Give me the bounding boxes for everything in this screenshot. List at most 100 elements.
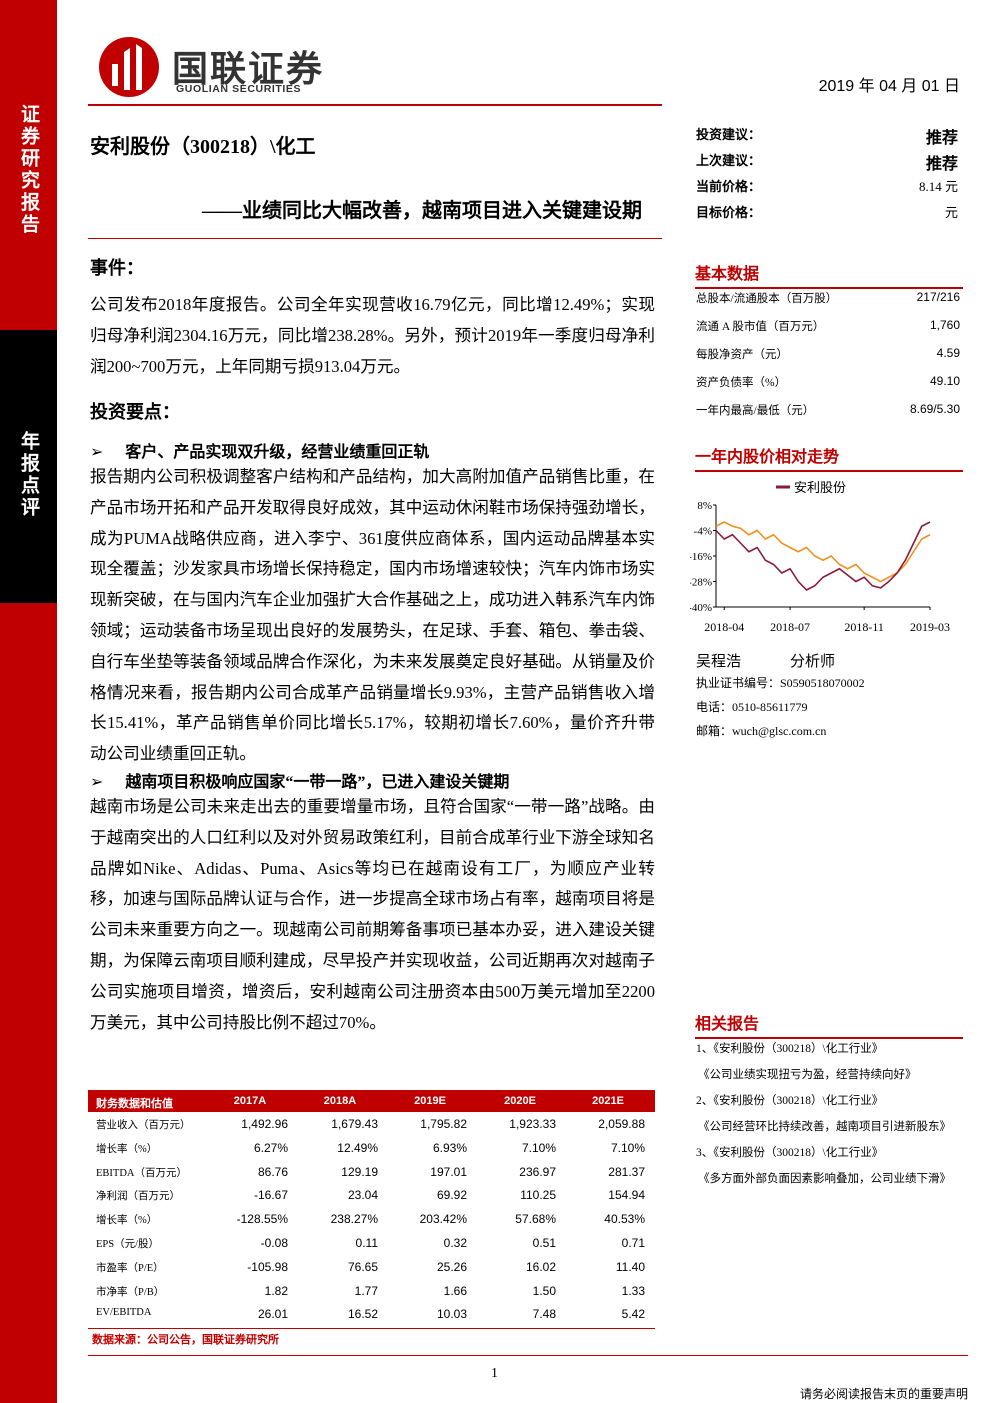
table-cell: 1,492.96 bbox=[241, 1117, 288, 1131]
header-rule bbox=[88, 104, 662, 106]
table-cell: 238.27% bbox=[330, 1212, 378, 1227]
table-rule bbox=[88, 1328, 655, 1329]
series-line bbox=[715, 521, 931, 591]
x-tick-label: 2018-11 bbox=[844, 620, 884, 634]
x-tick-label: 2018-07 bbox=[770, 620, 810, 634]
rating-value: 元 bbox=[944, 205, 958, 220]
disclaimer: 请务必阅读报告末页的重要声明 bbox=[799, 1387, 968, 1401]
basic-label: 总股本/流通股本（百万股） bbox=[696, 293, 838, 305]
source: 数据来源：公司公告，国联证券研究所 bbox=[92, 1334, 279, 1346]
basic-label: 一年内最高/最低（元） bbox=[696, 405, 815, 417]
related-item: 《多方面外部负面因素影响叠加，公司业绩下滑》 bbox=[698, 1173, 951, 1185]
table-cell: 40.53% bbox=[604, 1212, 645, 1227]
page-number: 1 bbox=[491, 1366, 498, 1381]
sidebar bbox=[0, 0, 57, 1403]
point-heading: 越南项目积极响应国家“一带一路”，已进入建设关键期 bbox=[90, 768, 509, 792]
basic-value: 4.59 bbox=[936, 346, 960, 360]
y-tick-label: 8% bbox=[697, 500, 712, 512]
table-cell: 86.76 bbox=[257, 1164, 288, 1179]
table-cell: 281.37 bbox=[608, 1164, 645, 1179]
table-cell: 增长率（%） bbox=[96, 1143, 158, 1155]
table-header: 2017A bbox=[233, 1095, 267, 1107]
rating-value: 8.14 元 bbox=[918, 179, 958, 194]
basic-label: 流通 A 股市值（百万元） bbox=[696, 321, 825, 333]
y-tick-label: -28% bbox=[690, 577, 712, 589]
rating-value: 推荐 bbox=[925, 130, 958, 147]
date: 2019 年 04 月 01 日 bbox=[818, 78, 960, 95]
table-cell: 25.26 bbox=[436, 1259, 467, 1274]
event-text: 公司发布2018年度报告。公司全年实现营收16.79亿元，同比增12.49%；实… bbox=[90, 295, 655, 376]
basic-label: 资产负债率（%） bbox=[696, 377, 787, 389]
logo-text: 国联证券 bbox=[172, 49, 325, 90]
table-header-bg bbox=[88, 1090, 655, 1112]
analyst-email: 邮箱：wuch@glsc.com.cn bbox=[696, 724, 827, 738]
related-item: 1、《安利股份（300218）\化工行业》 bbox=[696, 1043, 884, 1055]
table-cell: 6.93% bbox=[432, 1140, 467, 1155]
table-cell: EV/EBITDA bbox=[96, 1307, 152, 1319]
rating-value: 推荐 bbox=[925, 156, 958, 173]
rating-label: 当前价格： bbox=[696, 179, 762, 194]
table-cell: 6.27% bbox=[253, 1140, 288, 1155]
related-item: 《公司业绩实现扭亏为盈，经营持续向好》 bbox=[698, 1069, 917, 1081]
rating-label: 目标价格： bbox=[696, 205, 762, 220]
analyst-role: 分析师 bbox=[790, 654, 836, 670]
logo-en: GUOLIAN SECURITIES bbox=[176, 83, 302, 95]
sidebar-middle: 年报点评 bbox=[18, 431, 39, 519]
table-cell: -105.98 bbox=[247, 1259, 288, 1274]
table-cell: 0.32 bbox=[443, 1236, 467, 1250]
related-item: 《公司经营环比持续改善，越南项目引进新股东》 bbox=[698, 1121, 951, 1133]
footer-rule bbox=[88, 1355, 968, 1356]
table-cell: 0.51 bbox=[532, 1236, 556, 1250]
sidebar-band bbox=[0, 330, 57, 603]
table-cell: 市净率（P/B） bbox=[96, 1286, 165, 1298]
rating-label: 投资建议： bbox=[696, 127, 762, 142]
table-cell: 5.42 bbox=[621, 1307, 645, 1322]
subtitle: ——业绩同比大幅改善，越南项目进入关键建设期 bbox=[202, 200, 642, 222]
rating-label: 上次建议： bbox=[696, 153, 762, 168]
table-header: 2020E bbox=[504, 1095, 536, 1107]
related-heading: 相关报告 bbox=[695, 1010, 963, 1039]
table-cell: 236.97 bbox=[519, 1164, 556, 1179]
related-item: 3、《安利股份（300218）\化工行业》 bbox=[696, 1147, 884, 1159]
title: 安利股份（300218）\化工 bbox=[90, 136, 316, 158]
basic-data-heading: 基本数据 bbox=[695, 260, 963, 289]
table-cell: 16.02 bbox=[525, 1259, 556, 1274]
table-cell: EPS（元/股） bbox=[96, 1239, 160, 1250]
table-cell: 市盈率（P/E） bbox=[96, 1262, 164, 1274]
table-cell: 1,795.82 bbox=[420, 1117, 467, 1131]
table-cell: 12.49% bbox=[337, 1140, 378, 1155]
chart: 8% -4% -16% -28% -40% 2018-04 2018-07 2018-11 20… bbox=[690, 480, 950, 634]
y-tick-label: -40% bbox=[690, 602, 712, 614]
analyst-phone: 电话：0510-85611779 bbox=[696, 700, 808, 714]
table-cell: 203.42% bbox=[419, 1212, 467, 1227]
table-cell: 23.04 bbox=[347, 1188, 378, 1203]
table-cell: 110.25 bbox=[520, 1188, 556, 1203]
basic-value: 1,760 bbox=[929, 318, 960, 332]
table-cell: -16.67 bbox=[253, 1188, 288, 1203]
event-heading: 事件： bbox=[90, 258, 144, 278]
y-tick-label: -4% bbox=[694, 526, 712, 538]
analyst-name: 吴程浩 bbox=[696, 654, 742, 670]
table-cell: 7.10% bbox=[610, 1140, 645, 1155]
table-cell: 16.52 bbox=[347, 1307, 378, 1322]
table-cell: 154.94 bbox=[608, 1188, 645, 1203]
point-heading: 客户、产品实现双升级，经营业绩重回正轨 bbox=[90, 438, 429, 462]
basic-value: 217/216 bbox=[916, 290, 960, 304]
table-cell: 2,059.88 bbox=[598, 1117, 645, 1131]
table-cell: 1.33 bbox=[621, 1283, 645, 1298]
table-cell: -128.55% bbox=[236, 1212, 288, 1227]
basic-value: 8.69/5.30 bbox=[909, 402, 960, 416]
table-cell: 1.82 bbox=[264, 1283, 288, 1298]
table-cell: 0.71 bbox=[621, 1236, 645, 1250]
logo-icon bbox=[99, 37, 159, 97]
chart-heading: 一年内股价相对走势 bbox=[695, 443, 963, 472]
sidebar-top: 证券研究报告 bbox=[18, 104, 39, 236]
x-tick-label: 2018-04 bbox=[704, 620, 744, 634]
analyst-license: 执业证书编号：S0590518070002 bbox=[696, 676, 865, 690]
table-cell: 1.77 bbox=[354, 1283, 378, 1298]
table-cell: 26.01 bbox=[257, 1307, 288, 1322]
series-line bbox=[715, 521, 931, 583]
table-cell: 7.48 bbox=[532, 1307, 556, 1322]
title-rule bbox=[88, 238, 662, 239]
